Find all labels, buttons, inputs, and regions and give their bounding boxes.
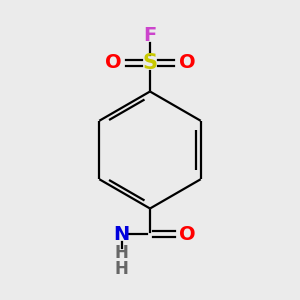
Text: H: H (115, 244, 128, 262)
Text: S: S (142, 53, 158, 73)
Text: O: O (178, 53, 195, 73)
Text: F: F (143, 26, 157, 45)
Text: O: O (178, 224, 195, 244)
Text: H: H (115, 260, 128, 278)
Text: O: O (105, 53, 122, 73)
Text: N: N (113, 224, 130, 244)
